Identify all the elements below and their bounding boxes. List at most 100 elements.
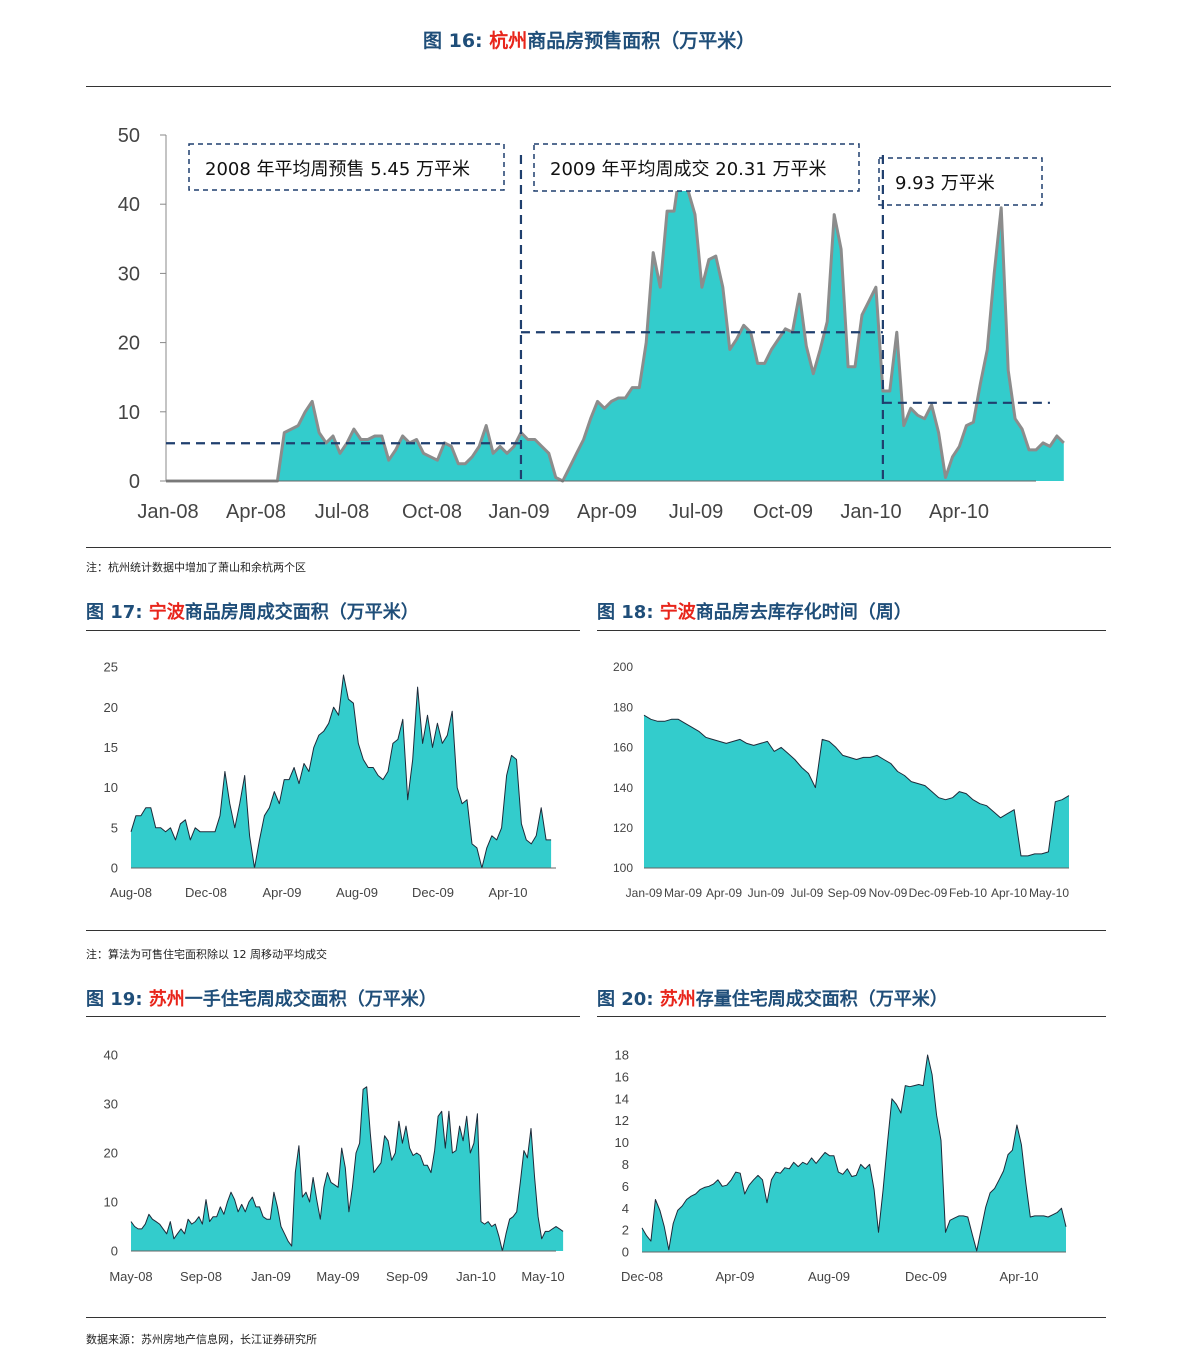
fig18-ytick-label: 200	[613, 660, 633, 674]
fig19-ytick-label: 0	[111, 1244, 118, 1259]
fig16-avg-label: 2008 年平均周预售 5.45 万平米	[205, 159, 470, 180]
fig16-number: 图 16:	[423, 30, 483, 52]
fig20-ytick-label: 6	[622, 1179, 629, 1194]
fig17-ytick-label: 0	[111, 861, 118, 876]
fig20-ytick-label: 4	[622, 1201, 629, 1216]
fig16-city: 杭州	[489, 30, 528, 52]
fig18-ytick-label: 180	[613, 700, 633, 714]
fig19-number: 图 19:	[86, 989, 143, 1010]
fig18-xtick-label: Dec-09	[909, 886, 948, 900]
mid-rule	[86, 930, 1106, 931]
fig20-top-rule	[597, 1016, 1106, 1017]
fig16-xtick-label: Oct-09	[753, 501, 813, 523]
fig16-area	[166, 162, 1064, 481]
fig17-title: 图 17: 宁波商品房周成交面积（万平米）	[86, 598, 419, 624]
fig17-series-line	[130, 674, 552, 869]
fig16-title-rest: 商品房预售面积（万平米）	[527, 30, 756, 52]
fig20-ytick-label: 16	[615, 1069, 629, 1084]
fig16-xtick-label: Jan-09	[488, 501, 549, 523]
fig18-xtick-label: Mar-09	[664, 886, 702, 900]
fig20-ytick-label: 0	[622, 1245, 629, 1260]
fig18-title-rest: 商品房去库存化时间（周）	[695, 602, 912, 623]
fig19-ytick-label: 20	[104, 1146, 118, 1161]
fig16-ytick-label: 30	[118, 263, 140, 285]
fig20-chart: 0 2 4 6 8 10 12 14 16 18 Dec-08 Apr-09 Aug-09 Dec-09 A…	[615, 1048, 1067, 1284]
fig17-xtick-label: Apr-09	[262, 885, 301, 900]
fig20-xtick-label: Apr-09	[715, 1269, 754, 1284]
fig18-xtick-label: Jan-09	[626, 886, 663, 900]
fig19-top-rule	[86, 1016, 580, 1017]
bottom-rule	[86, 1317, 1106, 1318]
fig18-xtick-label: Feb-10	[949, 886, 987, 900]
fig19-ytick-label: 40	[104, 1048, 118, 1063]
fig18-xtick-label: Jun-09	[748, 886, 785, 900]
fig16-xtick-label: Jul-08	[315, 501, 369, 523]
fig20-city: 苏州	[659, 989, 696, 1010]
fig18-ytick-label: 100	[613, 861, 633, 875]
fig16-xtick-label: Oct-08	[402, 501, 462, 523]
fig18-xtick-label: Nov-09	[869, 886, 908, 900]
fig19-xtick-label: Jan-10	[456, 1269, 496, 1284]
fig17-xtick-label: Aug-09	[336, 885, 378, 900]
fig16-xtick-label: Jan-10	[840, 501, 901, 523]
fig18-xtick-label: Apr-09	[706, 886, 742, 900]
fig17-ytick-label: 15	[104, 740, 118, 755]
fig18-title: 图 18: 宁波商品房去库存化时间（周）	[597, 598, 912, 624]
fig16-avg-box	[188, 143, 505, 191]
fig17-top-rule	[86, 630, 580, 631]
fig17-chart: 0 5 10 15 20 25 Aug-08 Dec-08 Apr-09 Aug-09 Dec-09…	[104, 660, 556, 900]
fig20-xtick-label: Aug-09	[808, 1269, 850, 1284]
fig17-xtick-label: Aug-08	[110, 885, 152, 900]
fig20-ytick-label: 10	[615, 1135, 629, 1150]
fig18-city: 宁波	[659, 602, 696, 623]
fig18-top-rule	[597, 630, 1106, 631]
fig18-ytick-label: 140	[613, 781, 633, 795]
fig16-ytick-label: 20	[118, 333, 140, 355]
fig16-title: 图 16: 杭州商品房预售面积（万平米）	[423, 26, 755, 53]
fig19-title-rest: 一手住宅周成交面积（万平米）	[184, 989, 437, 1010]
fig17-ytick-label: 25	[104, 660, 118, 675]
fig19-city: 苏州	[148, 989, 185, 1010]
fig16-ytick-label: 50	[118, 125, 140, 147]
fig16-avg-box	[533, 143, 860, 192]
fig17-ytick-label: 10	[104, 780, 118, 795]
source-note: 数据来源：苏州房地产信息网，长江证券研究所	[86, 1333, 317, 1346]
fig16-ytick-label: 10	[118, 402, 140, 424]
fig19-xtick-label: Sep-09	[386, 1269, 428, 1284]
fig18-ytick-label: 120	[613, 821, 633, 835]
fig16-bottom-rule	[86, 547, 1111, 548]
fig17-xtick-label: Dec-08	[185, 885, 227, 900]
fig18-xtick-label: May-10	[1029, 886, 1069, 900]
fig20-number: 图 20:	[597, 989, 654, 1010]
fig16-xtick-label: Jul-09	[669, 501, 723, 523]
fig20-area	[642, 1055, 1066, 1252]
fig20-title-rest: 存量住宅周成交面积（万平米）	[695, 989, 948, 1010]
fig18-xtick-label: Sep-09	[828, 886, 867, 900]
fig18-ytick-label: 160	[613, 741, 633, 755]
fig16-xtick-label: Apr-10	[929, 501, 989, 523]
fig20-ytick-label: 8	[622, 1157, 629, 1172]
fig20-xtick-label: Apr-10	[999, 1269, 1038, 1284]
fig20-xtick-label: Dec-08	[621, 1269, 663, 1284]
fig18-number: 图 18:	[597, 602, 654, 623]
fig18-xtick-label: Jul-09	[791, 886, 824, 900]
fig19-chart: 0 10 20 30 40 May-08 Sep-08 Jan-09 May-09 Sep-09 J…	[104, 1048, 565, 1284]
fig18-area	[644, 715, 1069, 868]
fig16-avg-box	[878, 157, 1043, 206]
fig18-series-line	[643, 714, 1070, 857]
note-algorithm: 注：算法为可售住宅面积除以 12 周移动平均成交	[86, 948, 327, 961]
fig19-xtick-label: May-10	[521, 1269, 564, 1284]
fig19-xtick-label: May-08	[109, 1269, 152, 1284]
fig19-area	[131, 1086, 564, 1251]
fig17-xtick-label: Apr-10	[488, 885, 527, 900]
fig20-ytick-label: 14	[615, 1091, 629, 1106]
fig19-ytick-label: 10	[104, 1195, 118, 1210]
fig16-xtick-label: Apr-08	[226, 501, 286, 523]
fig20-ytick-label: 2	[622, 1223, 629, 1238]
fig17-xtick-label: Dec-09	[412, 885, 454, 900]
fig16-ytick-label: 40	[118, 194, 140, 216]
fig17-area	[131, 675, 552, 868]
fig16-series-line	[166, 161, 1065, 483]
fig20-xtick-label: Dec-09	[905, 1269, 947, 1284]
fig17-title-rest: 商品房周成交面积（万平米）	[184, 602, 419, 623]
